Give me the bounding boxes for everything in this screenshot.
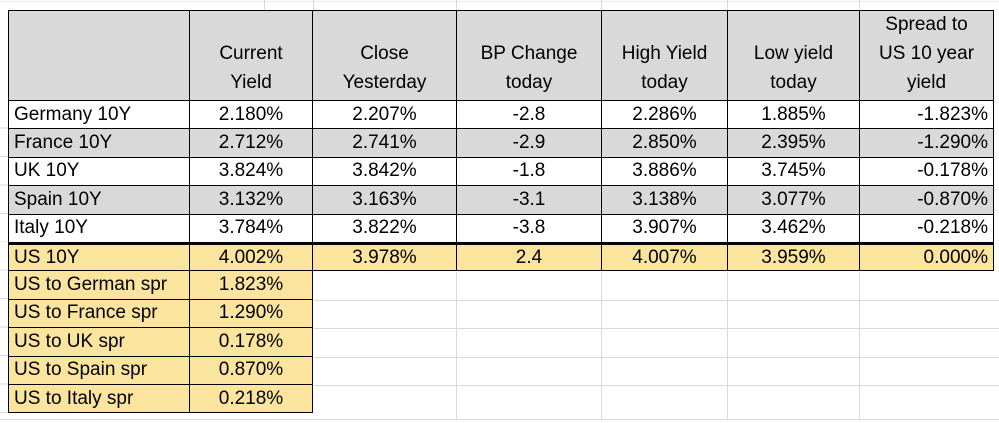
cell[interactable]: 3.907% <box>602 214 728 243</box>
cell[interactable]: 2.850% <box>602 129 728 158</box>
row-label[interactable]: US to German spr <box>9 271 190 300</box>
gridline <box>456 272 457 419</box>
cell[interactable]: 3.959% <box>728 242 860 272</box>
gridline <box>601 0 602 10</box>
cell[interactable]: -1.290% <box>860 129 994 158</box>
cell[interactable]: -0.218% <box>860 214 994 243</box>
cell[interactable]: 2.741% <box>313 129 457 158</box>
gridline <box>859 272 860 419</box>
gridline <box>314 328 999 329</box>
cell[interactable]: 3.842% <box>313 157 457 187</box>
cell[interactable]: 3.886% <box>602 157 728 187</box>
row-label[interactable]: US to Italy spr <box>9 384 190 414</box>
row-label[interactable]: France 10Y <box>9 129 190 158</box>
gridline <box>314 385 999 386</box>
cell[interactable]: 4.007% <box>602 242 728 272</box>
cell[interactable]: 2.286% <box>602 101 728 130</box>
gridline <box>727 272 728 419</box>
row-label[interactable]: Spain 10Y <box>9 186 190 215</box>
row-label[interactable]: UK 10Y <box>9 157 190 187</box>
gridline <box>859 0 860 10</box>
gridline <box>264 0 265 10</box>
cell[interactable]: 3.784% <box>190 214 313 243</box>
cell[interactable]: 0.218% <box>190 384 313 414</box>
cell[interactable]: 3.462% <box>728 214 860 243</box>
gridline <box>0 1 999 2</box>
cell[interactable]: 3.824% <box>190 157 313 187</box>
cell[interactable]: 4.002% <box>190 242 313 272</box>
row-label[interactable]: US to Spain spr <box>9 356 190 385</box>
row-label[interactable]: US to France spr <box>9 299 190 329</box>
gridline <box>314 300 999 301</box>
gridline <box>0 100 8 414</box>
cell[interactable]: -1.823% <box>860 101 994 130</box>
header-cell-blank[interactable] <box>9 11 190 101</box>
cell[interactable]: 2.4 <box>457 242 602 272</box>
header-cell-close-yesterday[interactable]: Close Yesterday <box>313 11 457 101</box>
cell[interactable]: 3.163% <box>313 186 457 215</box>
row-label[interactable]: Italy 10Y <box>9 214 190 243</box>
cell[interactable]: 3.132% <box>190 186 313 215</box>
gridline <box>314 357 999 358</box>
cell[interactable]: 1.885% <box>728 101 860 130</box>
header-cell-low-yield[interactable]: Low yield today <box>728 11 860 101</box>
gridline <box>0 419 999 420</box>
row-label[interactable]: Germany 10Y <box>9 101 190 130</box>
cell[interactable]: -1.8 <box>457 157 602 187</box>
cell[interactable]: 2.180% <box>190 101 313 130</box>
cell[interactable]: 3.077% <box>728 186 860 215</box>
row-label[interactable]: US to UK spr <box>9 328 190 357</box>
cell[interactable]: 2.395% <box>728 129 860 158</box>
cell[interactable]: 3.978% <box>313 242 457 272</box>
cell[interactable]: 0.870% <box>190 356 313 385</box>
cell[interactable]: 3.822% <box>313 214 457 243</box>
gridline <box>313 0 314 10</box>
row-label[interactable]: US 10Y <box>9 242 190 272</box>
cell[interactable]: -0.178% <box>860 157 994 187</box>
gridline <box>727 0 728 10</box>
gridline <box>456 0 457 10</box>
cell[interactable]: 1.823% <box>190 271 313 300</box>
header-cell-high-yield[interactable]: High Yield today <box>602 11 728 101</box>
cell[interactable]: 0.000% <box>860 242 994 272</box>
cell[interactable]: -3.8 <box>457 214 602 243</box>
header-cell-bp-change[interactable]: BP Change today <box>457 11 602 101</box>
yield-table: Current Yield Close Yesterday BP Change … <box>8 10 994 414</box>
cell[interactable]: -3.1 <box>457 186 602 215</box>
cell[interactable]: 0.178% <box>190 328 313 357</box>
cell[interactable]: -2.8 <box>457 101 602 130</box>
cell[interactable]: -0.870% <box>860 186 994 215</box>
header-cell-current-yield[interactable]: Current Yield <box>190 11 313 101</box>
cell[interactable]: 2.207% <box>313 101 457 130</box>
cell[interactable]: 3.138% <box>602 186 728 215</box>
cell[interactable]: 3.745% <box>728 157 860 187</box>
cell[interactable]: -2.9 <box>457 129 602 158</box>
header-cell-spread[interactable]: Spread to US 10 year yield <box>860 11 994 101</box>
gridline <box>601 272 602 419</box>
cell[interactable]: 1.290% <box>190 299 313 329</box>
cell[interactable]: 2.712% <box>190 129 313 158</box>
